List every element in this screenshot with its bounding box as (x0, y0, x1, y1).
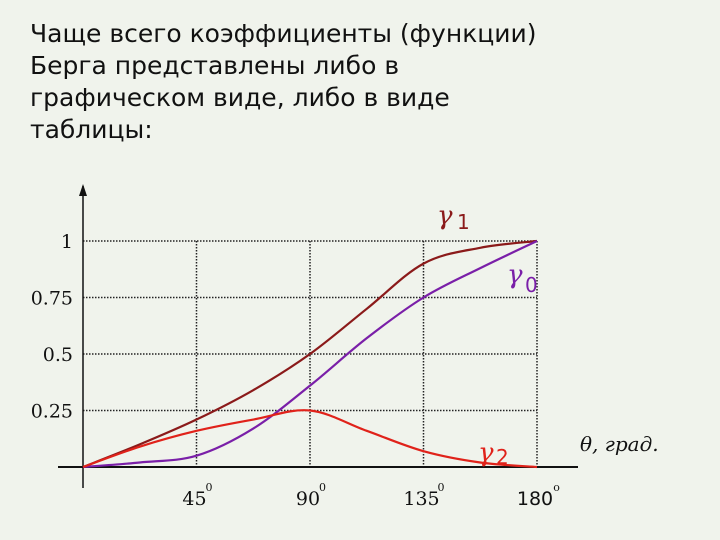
y-tick-label-1: 0.25 (31, 401, 73, 423)
x-tick-sup-1: 0 (206, 481, 213, 494)
slide-text-line-2: Берга представлены либо в (30, 51, 400, 80)
series-label-sub-1: 1 (457, 210, 470, 234)
series-label-gamma-0: γ (507, 260, 523, 290)
y-tick-label-3: 0.75 (31, 288, 73, 310)
slide-text-line-3: графическом виде, либо в виде (30, 83, 450, 112)
x-tick-label-2: 90 (296, 488, 320, 510)
y-tick-label-2: 0.5 (43, 344, 73, 366)
series-line-gamma-0 (82, 240, 538, 469)
x-tick-sup-4: o (553, 481, 560, 494)
series-line-gamma-2 (82, 409, 538, 469)
x-tick-label-1: 45 (182, 488, 206, 510)
grid (83, 240, 538, 467)
x-tick-sup-3: 0 (438, 481, 445, 494)
slide-text: Чаще всего коэффициенты (функции) Берга … (30, 18, 700, 146)
series-group (82, 239, 538, 469)
y-axis-arrow (79, 184, 87, 196)
slide-text-line-1: Чаще всего коэффициенты (функции) (30, 19, 537, 48)
slide-text-line-4: таблицы: (30, 115, 153, 144)
series-label-sub-2: 2 (496, 445, 509, 469)
x-axis-label: θ, град. (580, 432, 659, 456)
x-tick-label-3: 135 (403, 488, 439, 510)
y-tick-label-4: 1 (61, 231, 73, 253)
x-tick-sup-2: 0 (319, 481, 326, 494)
x-tick-label-4: 180 (517, 488, 553, 510)
series-label-gamma-1: γ (437, 201, 453, 231)
axes (58, 184, 578, 488)
series-label-gamma-2: γ (478, 438, 494, 468)
series-line-gamma-1 (82, 239, 538, 469)
series-label-sub-0: 0 (525, 273, 538, 297)
